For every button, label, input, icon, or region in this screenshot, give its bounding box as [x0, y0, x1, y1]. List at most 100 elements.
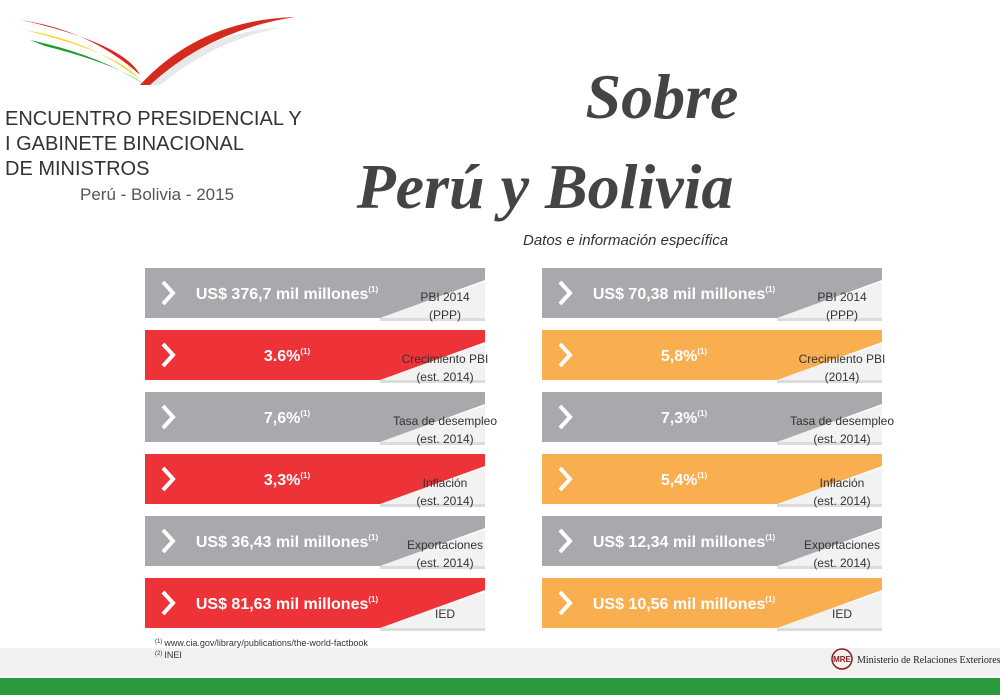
- row-label: Inflación: [820, 476, 865, 490]
- row-label: (est. 2014): [813, 494, 870, 508]
- row-band: [542, 268, 882, 318]
- row-value: US$ 36,43 mil millones(1): [196, 533, 379, 551]
- value-text: US$ 12,34 mil millones: [593, 534, 766, 551]
- data-rows: US$ 376,7 mil millones(1) PBI 2014 (PPP) 3.…: [145, 268, 894, 631]
- row-label: IED: [832, 607, 852, 621]
- row-label: Inflación: [423, 476, 468, 490]
- title-line: Sobre: [586, 61, 739, 132]
- row-band: [145, 330, 485, 380]
- logo-ribbons: [20, 17, 295, 85]
- row-label: (est. 2014): [416, 370, 473, 384]
- row-band: [145, 268, 485, 318]
- chevron: [161, 466, 176, 492]
- value-note: (1): [697, 347, 707, 356]
- chevron: [558, 528, 573, 554]
- row-label: Tasa de desempleo: [790, 414, 894, 428]
- footnotes: (1) www.cia.gov/library/publications/the-…: [155, 638, 368, 660]
- footnote: (1) www.cia.gov/library/publications/the-…: [155, 638, 368, 648]
- value-text: 5,8%: [661, 348, 697, 365]
- row-label: Exportaciones: [804, 538, 880, 552]
- row-value: US$ 376,7 mil millones(1): [196, 285, 379, 303]
- value-text: US$ 36,43 mil millones: [196, 534, 369, 551]
- row-label: PBI 2014: [817, 290, 867, 304]
- value-note: (1): [765, 595, 775, 604]
- footer-divider: [0, 676, 1000, 678]
- row-label: (est. 2014): [416, 556, 473, 570]
- row-band: [542, 392, 882, 442]
- row-label: IED: [435, 607, 455, 621]
- row-label: (est. 2014): [416, 432, 473, 446]
- label-shadow: [777, 318, 882, 321]
- value-text: US$ 70,38 mil millones: [593, 286, 766, 303]
- row-value: 5,4%(1): [661, 471, 708, 489]
- subtitle: Datos e información específica: [523, 232, 728, 249]
- value-note: (1): [368, 533, 378, 542]
- row-value: 3.6%(1): [264, 347, 311, 365]
- value-text: 3,3%: [264, 472, 300, 489]
- chevron: [558, 342, 573, 368]
- value-note: (1): [697, 409, 707, 418]
- chevron: [161, 404, 176, 430]
- row-value: 7,6%(1): [264, 409, 311, 427]
- title-line: Perú y Bolivia: [356, 151, 734, 222]
- footer-stripe: [0, 678, 1000, 695]
- row-label: (est. 2014): [813, 432, 870, 446]
- label-shadow: [380, 566, 485, 569]
- footnote-mark: (2): [155, 651, 162, 657]
- row-band: [145, 516, 485, 566]
- value-note: (1): [368, 285, 378, 294]
- row-value: 7,3%(1): [661, 409, 708, 427]
- footer-logo-circle: [831, 648, 853, 670]
- row-value: 5,8%(1): [661, 347, 708, 365]
- chevron: [558, 590, 573, 616]
- chevron: [161, 528, 176, 554]
- value-note: (1): [368, 595, 378, 604]
- value-note: (1): [765, 533, 775, 542]
- logo-line: I GABINETE BINACIONAL: [5, 133, 244, 155]
- row-label: Exportaciones: [407, 538, 483, 552]
- value-text: 7,3%: [661, 410, 697, 427]
- label-shadow: [777, 566, 882, 569]
- logo-line: DE MINISTROS: [5, 158, 149, 180]
- chevron: [161, 590, 176, 616]
- row-value: US$ 12,34 mil millones(1): [593, 533, 776, 551]
- row-label: (est. 2014): [813, 556, 870, 570]
- footnote: (2) INEI: [155, 650, 182, 660]
- row-label: Crecimiento PBI: [799, 352, 886, 366]
- chevron: [558, 466, 573, 492]
- value-text: US$ 81,63 mil millones: [196, 596, 369, 613]
- value-note: (1): [765, 285, 775, 294]
- chevron: [161, 280, 176, 306]
- row-label: Crecimiento PBI: [402, 352, 489, 366]
- value-text: US$ 10,56 mil millones: [593, 596, 766, 613]
- row-band: [145, 454, 485, 504]
- footer-text: Ministerio de Relaciones Exteriores: [857, 655, 1000, 666]
- label-shadow: [380, 380, 485, 383]
- value-note: (1): [300, 347, 310, 356]
- label-shadow: [777, 504, 882, 507]
- value-note: (1): [300, 409, 310, 418]
- label-shadow: [380, 318, 485, 321]
- label-shadow: [777, 628, 882, 631]
- value-note: (1): [697, 471, 707, 480]
- chevron: [558, 280, 573, 306]
- row-label: PBI 2014: [420, 290, 470, 304]
- value-text: 5,4%: [661, 472, 697, 489]
- label-shadow: [777, 380, 882, 383]
- row-label: (PPP): [429, 308, 461, 322]
- footer-logo: MRE: [833, 655, 851, 664]
- logo-line: ENCUENTRO PRESIDENCIAL Y: [5, 108, 302, 130]
- row-band: [542, 330, 882, 380]
- label-shadow: [380, 504, 485, 507]
- value-text: 3.6%: [264, 348, 300, 365]
- row-label: (PPP): [826, 308, 858, 322]
- footnote-mark: (1): [155, 639, 162, 645]
- label-shadow: [380, 628, 485, 631]
- row-value: 3,3%(1): [264, 471, 311, 489]
- row-band: [542, 578, 882, 628]
- logo-subtitle: Perú - Bolivia - 2015: [80, 185, 234, 204]
- footnote-text: INEI: [164, 650, 182, 660]
- row-value: US$ 10,56 mil millones(1): [593, 595, 776, 613]
- chevron: [161, 342, 176, 368]
